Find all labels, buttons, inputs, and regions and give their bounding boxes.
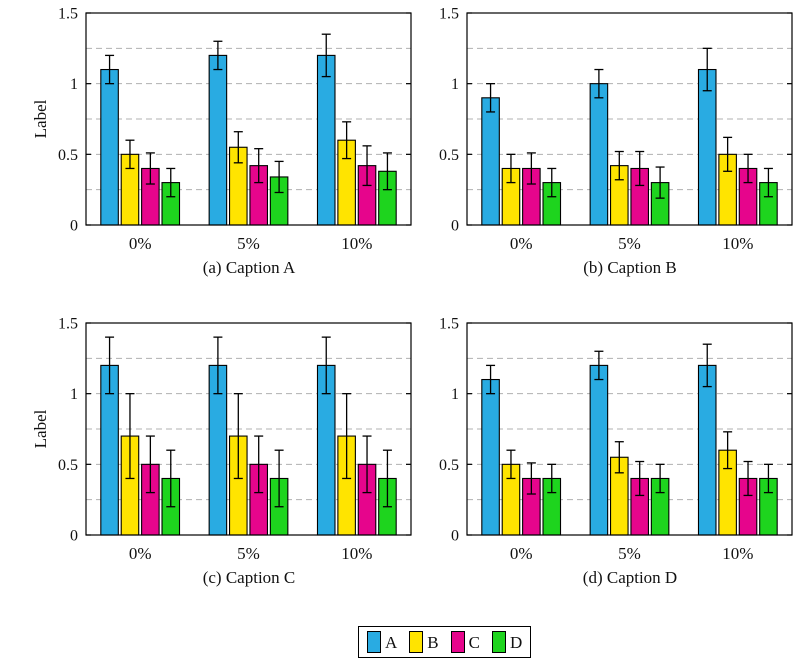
- bar-A-0%: [481, 378, 500, 536]
- bar-A-5%: [208, 54, 228, 226]
- bar-A-5%: [589, 364, 609, 536]
- bar-A-10%: [697, 68, 717, 226]
- x-tick-label: 5%: [618, 544, 641, 563]
- legend-swatch-b: [409, 631, 424, 653]
- plot-frame: [85, 322, 412, 536]
- legend-item-d: D: [491, 631, 523, 653]
- legend: A B C D: [358, 626, 532, 658]
- y-tick-label: 0.5: [58, 147, 78, 164]
- plot-frame: [466, 12, 793, 226]
- chart-d-plot: 0 0.5 1 1.5 0% 5% 10%: [381, 310, 794, 571]
- legend-swatch-a: [367, 631, 381, 653]
- y-tick-label: 0: [451, 218, 459, 235]
- y-tick-label: 0: [70, 528, 78, 545]
- x-tick-label: 5%: [618, 234, 641, 253]
- caption-b: (b) Caption B: [583, 258, 677, 277]
- y-tick-label: 1.5: [58, 6, 78, 23]
- y-tick-label: 1.5: [439, 6, 459, 23]
- bar-A-0%: [481, 97, 500, 226]
- y-tick-label: 0.5: [439, 457, 459, 474]
- x-tick-label: 5%: [237, 544, 260, 563]
- x-tick-label: 0%: [510, 234, 533, 253]
- x-tick-label: 5%: [237, 234, 260, 253]
- legend-swatch-c: [450, 631, 465, 653]
- bar-A-10%: [316, 54, 336, 226]
- x-tick-label: 0%: [129, 234, 152, 253]
- y-tick-label: 1.5: [439, 316, 459, 333]
- legend-item-a: A: [367, 631, 397, 653]
- bar-chart-svg: 0 0.5 1 1.5 0% 5% 10% Label: [31, 6, 412, 253]
- legend-item-c: C: [450, 631, 480, 653]
- bar-chart-svg: 0 0.5 1 1.5 0% 5% 10% Label: [31, 316, 412, 563]
- legend-label-c: C: [468, 632, 480, 652]
- x-tick-label: 0%: [129, 544, 152, 563]
- y-tick-label: 1: [70, 386, 78, 403]
- x-tick-label: 10%: [341, 234, 372, 253]
- y-tick-label: 0.5: [58, 457, 78, 474]
- bar-chart-svg: 0 0.5 1 1.5 0% 5% 10%: [439, 316, 793, 563]
- plot-frame: [85, 12, 412, 226]
- y-tick-label: 1: [451, 76, 459, 93]
- caption-a: (a) Caption A: [202, 258, 296, 277]
- x-tick-label: 10%: [722, 234, 753, 253]
- plot-frame: [466, 322, 793, 536]
- chart-c-plot: 0 0.5 1 1.5 0% 5% 10% Label: [0, 310, 420, 571]
- bar-A-5%: [589, 83, 609, 226]
- legend-label-a: A: [385, 632, 398, 652]
- y-tick-label: 1: [70, 76, 78, 93]
- y-tick-label: 0: [70, 218, 78, 235]
- chart-a-plot: 0 0.5 1 1.5 0% 5% 10% Label: [0, 0, 420, 261]
- y-axis-label: Label: [31, 99, 50, 138]
- y-tick-label: 1: [451, 386, 459, 403]
- legend-item-b: B: [409, 631, 439, 653]
- x-tick-label: 0%: [510, 544, 533, 563]
- legend-label-b: B: [427, 632, 439, 652]
- bar-A-10%: [697, 364, 717, 536]
- y-tick-label: 1.5: [58, 316, 78, 333]
- y-axis-label: Label: [31, 409, 50, 448]
- caption-d: (d) Caption D: [582, 568, 678, 587]
- caption-c: (c) Caption C: [202, 568, 296, 587]
- bar-A-0%: [100, 68, 119, 226]
- y-tick-label: 0: [451, 528, 459, 545]
- legend-swatch-d: [491, 631, 506, 653]
- chart-b-plot: 0 0.5 1 1.5 0% 5% 10%: [381, 0, 794, 261]
- y-tick-label: 0.5: [439, 147, 459, 164]
- x-tick-label: 10%: [722, 544, 753, 563]
- x-tick-label: 10%: [341, 544, 372, 563]
- bar-chart-svg: 0 0.5 1 1.5 0% 5% 10%: [439, 6, 793, 253]
- legend-label-d: D: [509, 632, 523, 652]
